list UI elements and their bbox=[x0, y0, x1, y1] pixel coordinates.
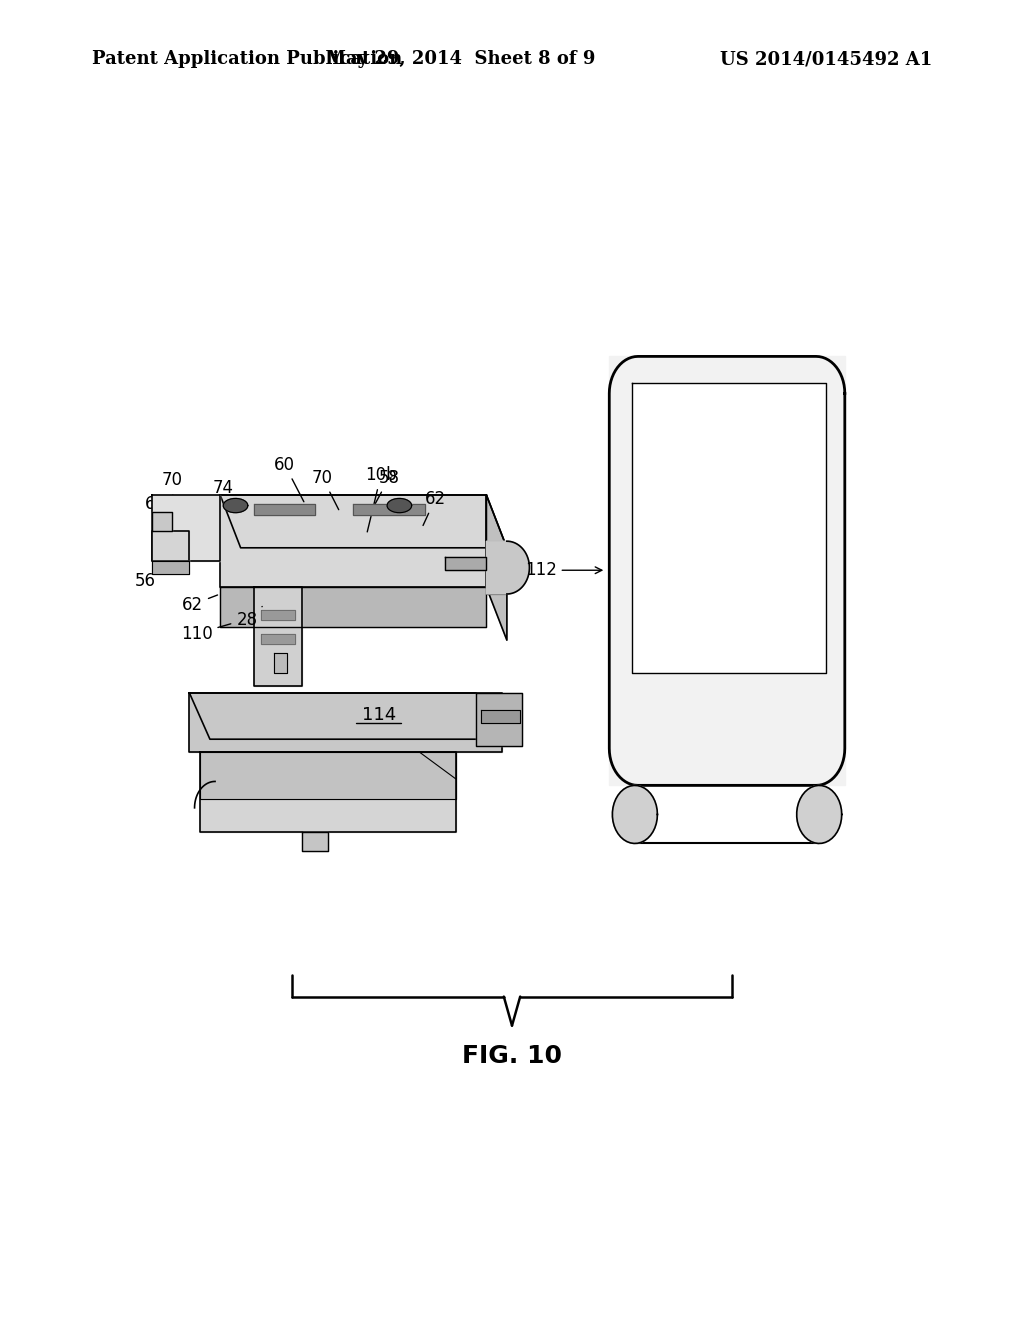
Polygon shape bbox=[302, 832, 328, 851]
Text: US 2014/0145492 A1: US 2014/0145492 A1 bbox=[720, 50, 932, 69]
Polygon shape bbox=[220, 495, 486, 587]
Polygon shape bbox=[152, 495, 220, 561]
Polygon shape bbox=[797, 785, 842, 843]
Text: 70: 70 bbox=[312, 469, 339, 510]
Text: 28: 28 bbox=[238, 606, 262, 630]
Polygon shape bbox=[632, 383, 826, 673]
Text: 62: 62 bbox=[182, 595, 217, 614]
Polygon shape bbox=[609, 356, 845, 785]
Polygon shape bbox=[152, 561, 189, 574]
Text: 58: 58 bbox=[372, 469, 399, 510]
Polygon shape bbox=[261, 634, 295, 644]
Polygon shape bbox=[223, 499, 248, 512]
Polygon shape bbox=[476, 693, 522, 746]
Text: 112: 112 bbox=[524, 561, 602, 579]
Text: 74: 74 bbox=[213, 479, 233, 520]
Polygon shape bbox=[152, 512, 172, 531]
Polygon shape bbox=[220, 495, 507, 548]
Text: 60: 60 bbox=[145, 495, 166, 532]
Polygon shape bbox=[609, 356, 845, 785]
Text: 60: 60 bbox=[274, 455, 304, 502]
Text: 10b: 10b bbox=[366, 466, 396, 532]
Polygon shape bbox=[612, 785, 657, 843]
Polygon shape bbox=[189, 693, 522, 739]
Polygon shape bbox=[220, 587, 486, 627]
Text: May 29, 2014  Sheet 8 of 9: May 29, 2014 Sheet 8 of 9 bbox=[326, 50, 596, 69]
Polygon shape bbox=[152, 531, 189, 561]
Polygon shape bbox=[254, 587, 302, 686]
Polygon shape bbox=[486, 495, 507, 640]
Polygon shape bbox=[481, 710, 520, 723]
Text: FIG. 10: FIG. 10 bbox=[462, 1044, 562, 1068]
Polygon shape bbox=[261, 610, 295, 620]
Polygon shape bbox=[254, 504, 315, 515]
Text: 56: 56 bbox=[135, 560, 164, 590]
Polygon shape bbox=[387, 499, 412, 512]
Text: 62: 62 bbox=[423, 490, 445, 525]
Text: 110: 110 bbox=[180, 624, 230, 643]
Text: 70: 70 bbox=[162, 471, 182, 515]
Polygon shape bbox=[486, 541, 529, 594]
Text: 114: 114 bbox=[361, 706, 396, 725]
Polygon shape bbox=[200, 752, 456, 799]
Polygon shape bbox=[200, 752, 456, 832]
Polygon shape bbox=[353, 504, 425, 515]
Polygon shape bbox=[274, 653, 287, 673]
Polygon shape bbox=[189, 693, 502, 752]
Polygon shape bbox=[445, 557, 486, 570]
Text: Patent Application Publication: Patent Application Publication bbox=[92, 50, 402, 69]
